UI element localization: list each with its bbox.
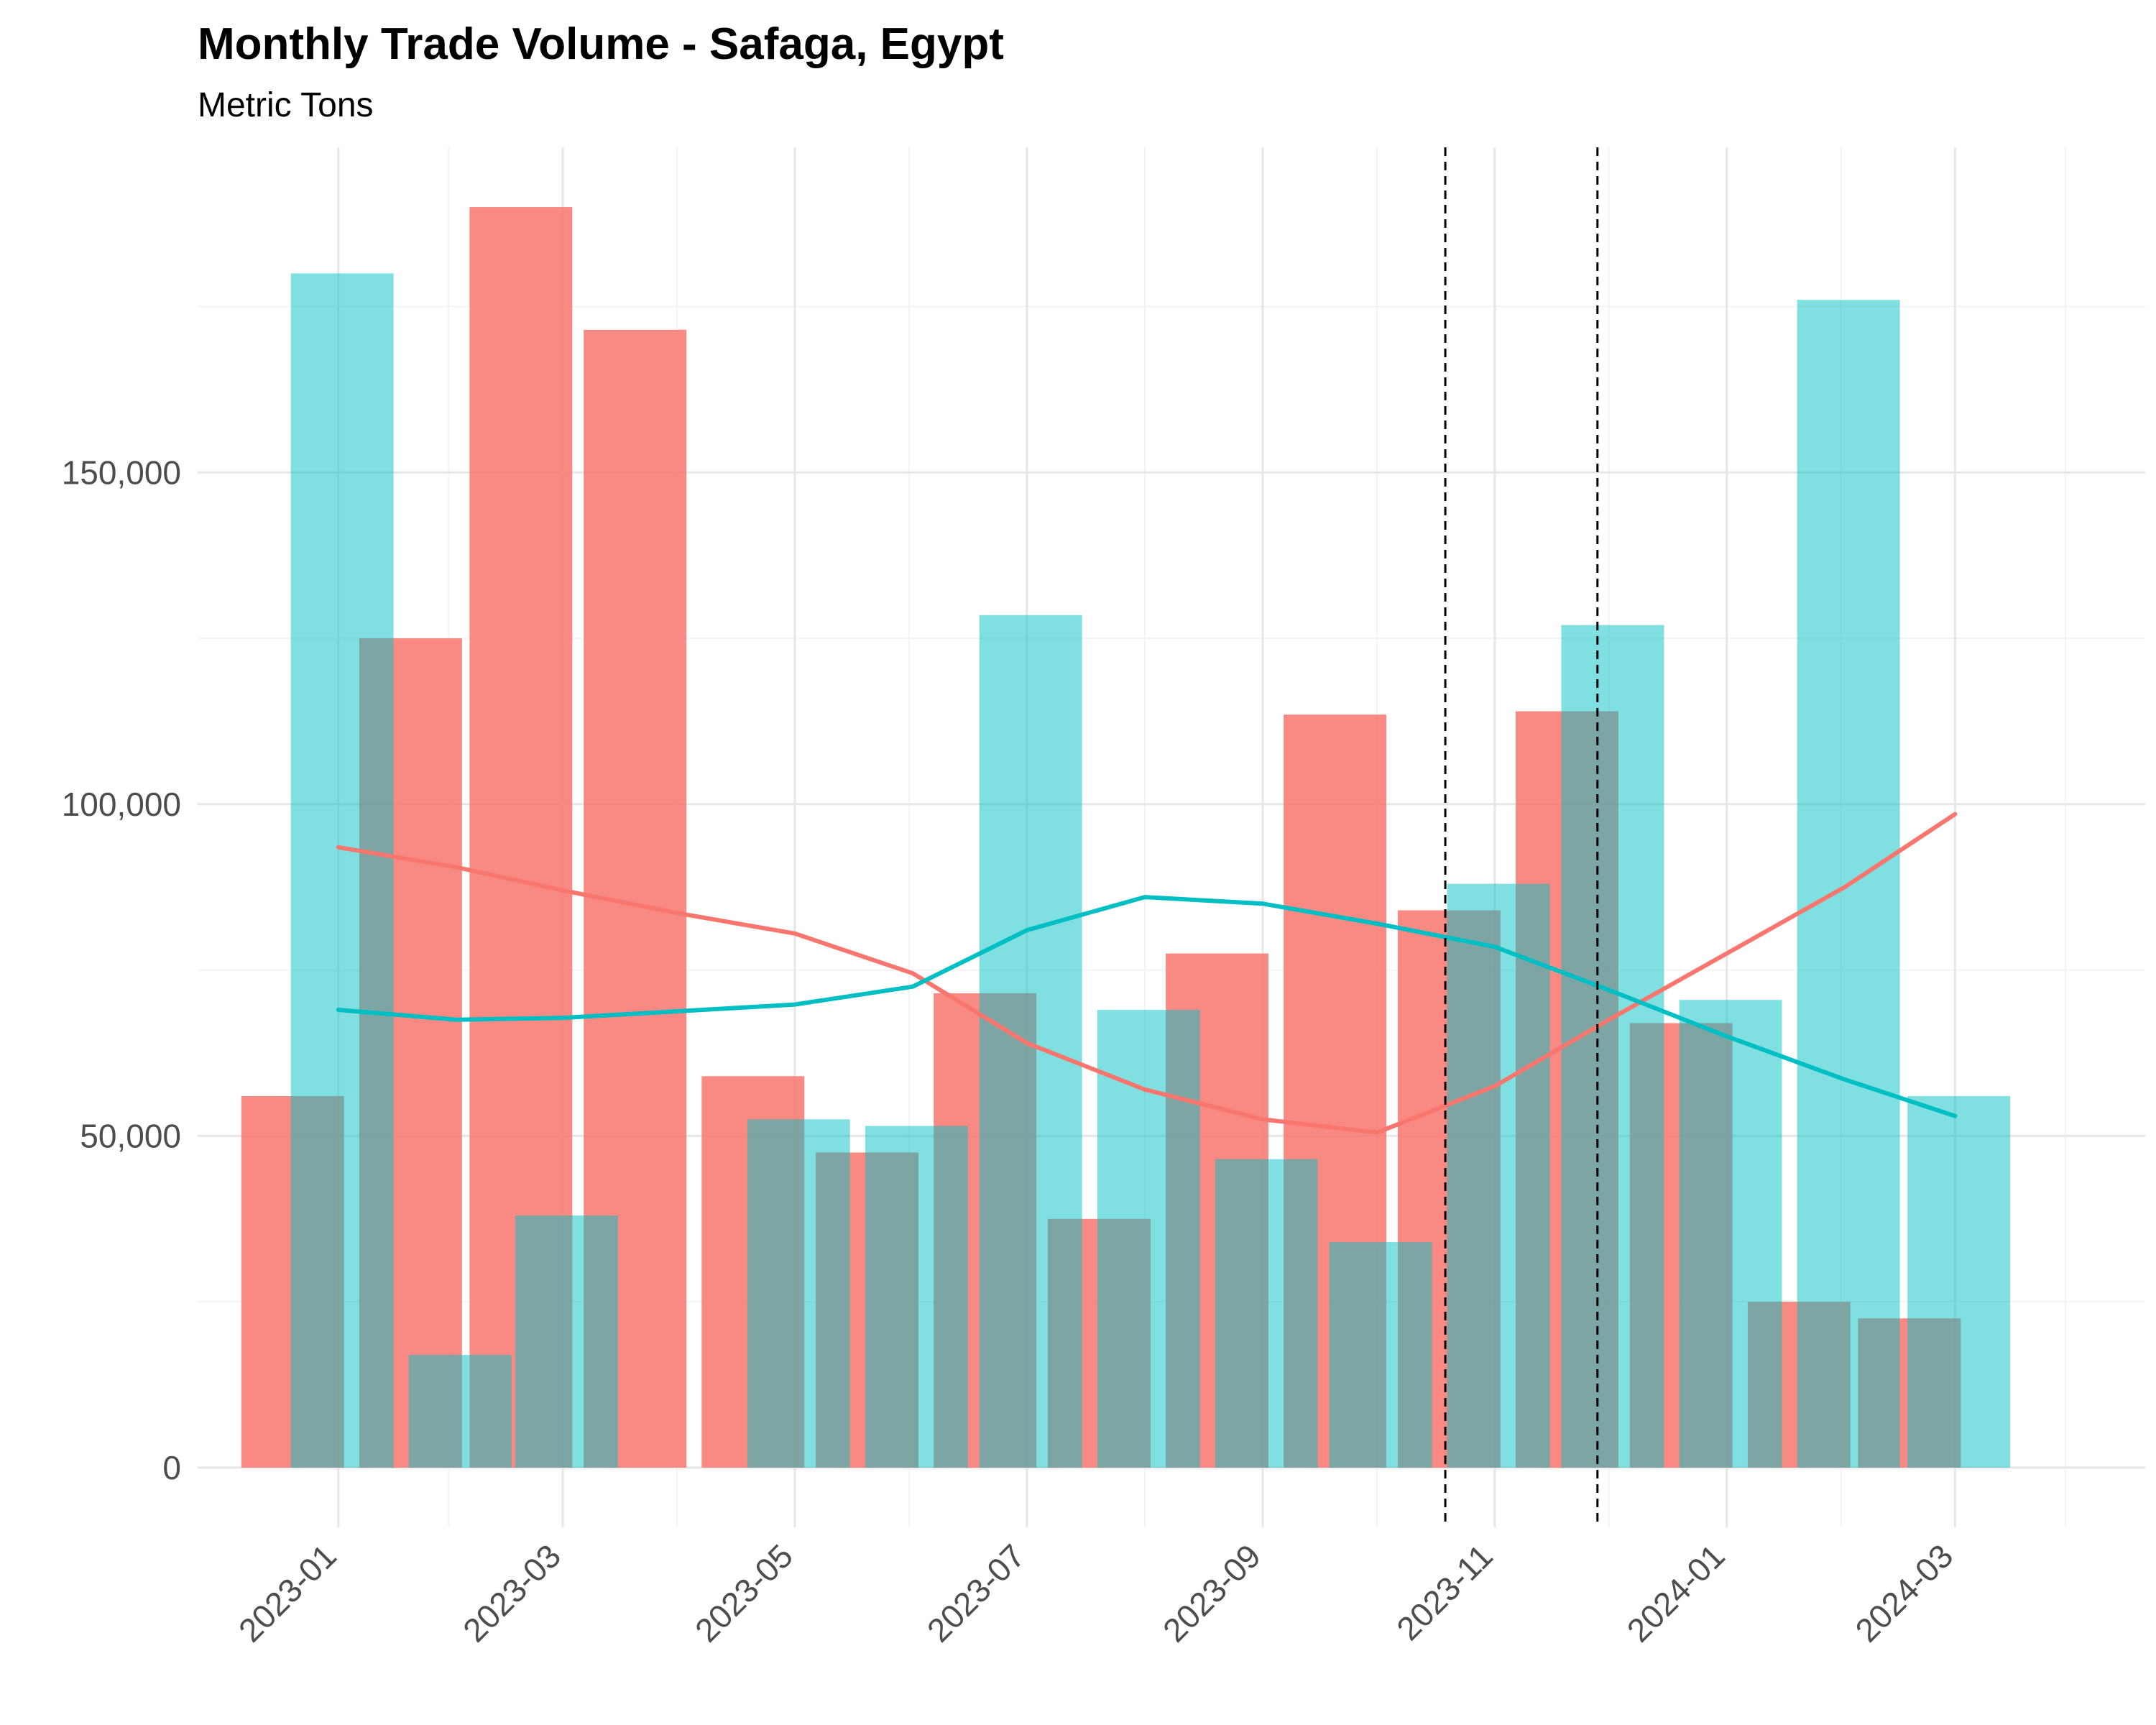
trend-line — [336, 811, 1958, 1135]
y-tick-label: 50,000 — [80, 1117, 181, 1154]
bar — [747, 1119, 850, 1468]
bar — [515, 1215, 618, 1468]
bars — [241, 207, 2011, 1468]
bar — [1907, 1096, 2011, 1468]
bar — [408, 1355, 512, 1468]
trend-lines — [336, 811, 1958, 1135]
bar — [865, 1126, 968, 1468]
y-tick-label: 150,000 — [62, 454, 181, 491]
y-tick-label: 0 — [162, 1449, 181, 1486]
trend-line — [336, 895, 1958, 1118]
bar — [290, 273, 394, 1468]
chart-title: Monthly Trade Volume - Safaga, Egypt — [198, 19, 1004, 69]
bar — [1447, 883, 1550, 1468]
bar — [1329, 1242, 1432, 1468]
bar — [1679, 1000, 1782, 1468]
bar — [979, 615, 1082, 1468]
bar — [1097, 1010, 1200, 1468]
reference-lines — [1444, 147, 1599, 1527]
chart-subtitle: Metric Tons — [198, 86, 374, 124]
bar — [1561, 625, 1664, 1468]
bar — [1215, 1159, 1318, 1468]
y-axis-labels: 0 50,000 100,000 150,000 — [62, 454, 181, 1486]
y-tick-label: 100,000 — [62, 786, 181, 823]
